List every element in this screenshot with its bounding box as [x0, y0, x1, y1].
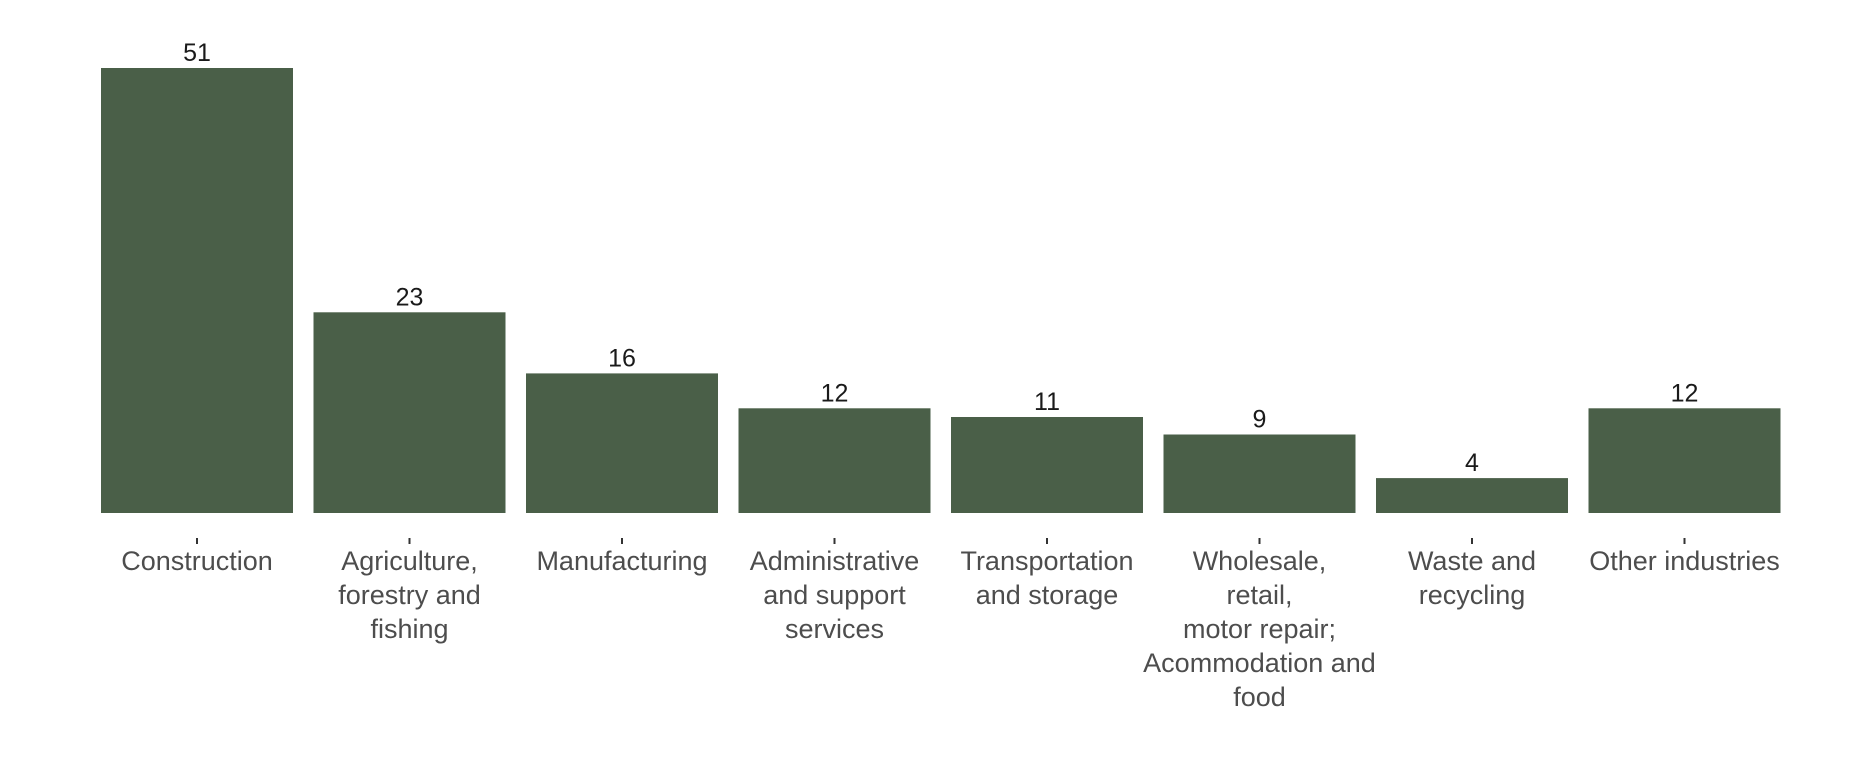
category-label: Construction	[121, 546, 273, 576]
category-label-line: Construction	[121, 546, 273, 576]
bar-value-label: 23	[396, 283, 424, 311]
category-label-line: services	[785, 614, 884, 644]
category-label: Wholesale, retail, motor repair; Acommodati…	[1143, 546, 1376, 712]
category-label: Administrative and support services	[750, 546, 920, 644]
category-label-line: Administrative	[750, 546, 920, 576]
category-label: Agriculture, forestry and fishing	[338, 546, 481, 644]
category-label-line: Acommodation and	[1143, 648, 1376, 678]
bar-value-label: 11	[1034, 388, 1060, 416]
category-label: Manufacturing	[536, 546, 707, 576]
category-label-line: Wholesale,	[1193, 546, 1327, 576]
category-label: Other industries	[1589, 546, 1780, 576]
category-label-line: and storage	[976, 580, 1119, 610]
category-label-line: Agriculture,	[341, 546, 478, 576]
category-label-line: fishing	[370, 614, 448, 644]
category-label-line: recycling	[1419, 580, 1526, 610]
bar	[1588, 408, 1781, 513]
bar-value-label: 9	[1253, 406, 1267, 434]
category-label-line: retail,	[1226, 580, 1292, 610]
bar	[313, 312, 506, 513]
bar	[101, 68, 293, 513]
x-ticks-group	[196, 538, 1686, 544]
category-label-line: food	[1233, 682, 1286, 712]
bar-value-label: 4	[1465, 449, 1479, 477]
bar-value-label: 16	[608, 344, 636, 372]
category-label-line: forestry and	[338, 580, 481, 610]
bar-value-label: 12	[1671, 379, 1699, 407]
category-label-line: and support	[763, 580, 906, 610]
bars-group	[101, 68, 1781, 513]
category-label: Waste and recycling	[1408, 546, 1536, 610]
bar	[951, 417, 1143, 513]
bar	[738, 408, 931, 513]
bar-value-label: 12	[821, 379, 849, 407]
bar	[1376, 478, 1568, 513]
bar-value-label: 51	[183, 39, 211, 67]
category-label: Transportation and storage	[960, 546, 1133, 610]
category-label-line: Waste and	[1408, 546, 1536, 576]
bar	[1163, 434, 1356, 513]
value-labels-group: 51 23 16 12 11 9 4 12	[183, 39, 1698, 477]
category-label-line: Other industries	[1589, 546, 1780, 576]
bar	[526, 373, 718, 513]
category-label-line: Manufacturing	[536, 546, 707, 576]
category-label-line: motor repair;	[1183, 614, 1336, 644]
category-label-line: Transportation	[960, 546, 1133, 576]
category-labels-group: Construction Agriculture, forestry and fish…	[121, 546, 1780, 712]
